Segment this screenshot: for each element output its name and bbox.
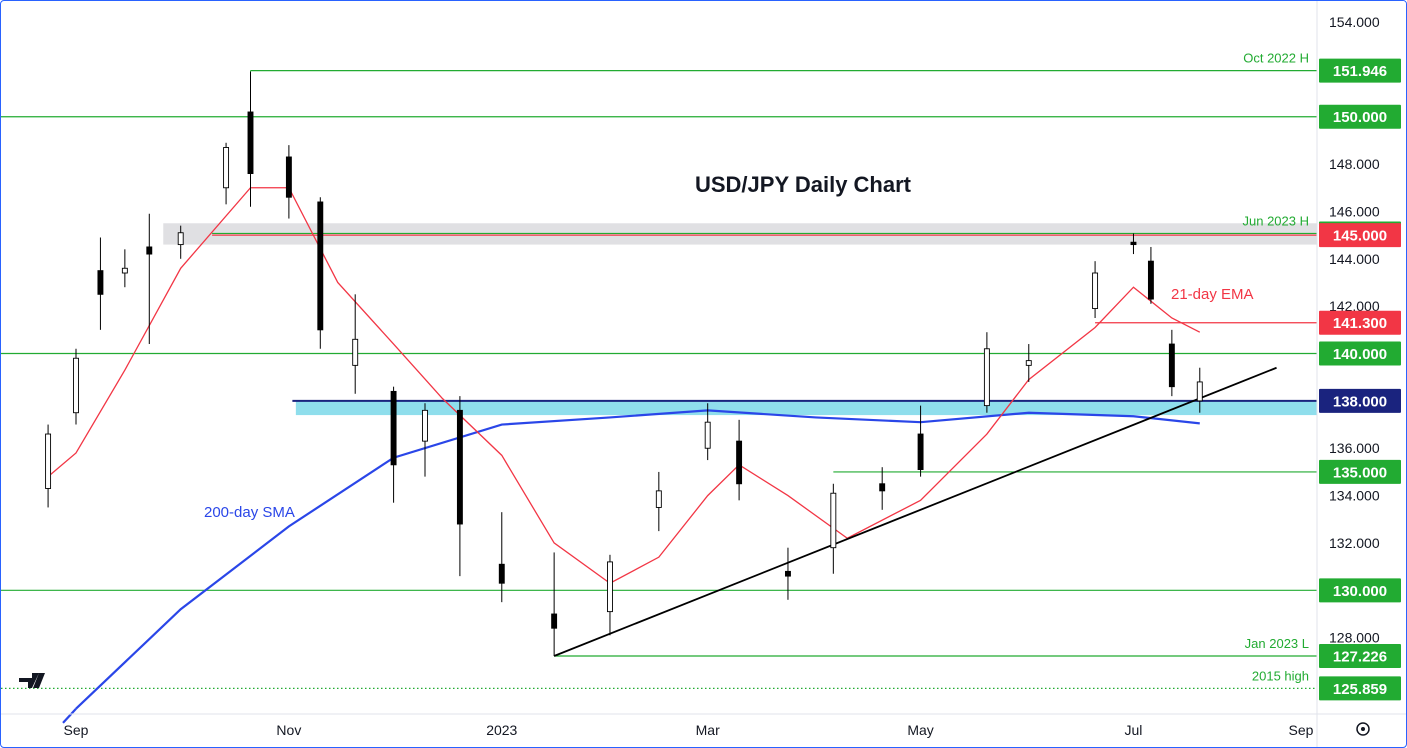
level-price-label: 150.000 [1333,109,1387,126]
candle-body [285,156,292,198]
y-tick-label: 128.000 [1329,630,1380,646]
candle-body [146,246,153,255]
level-annotation: 2015 high [1252,668,1309,683]
level-price-tag [1319,341,1401,366]
level-price-tag [1319,223,1401,248]
level-annotation: Oct 2022 H [1243,51,1309,66]
level-price-label: 141.300 [1333,315,1387,332]
level-price-label: 140.000 [1333,346,1387,363]
y-tick-label: 154.000 [1329,14,1380,30]
candle-body [177,232,184,246]
level-price-tag [1319,104,1401,129]
candle-body [223,147,230,189]
candle-body [983,348,990,407]
candle-body [317,201,324,331]
level-price-label: 135.000 [1333,464,1387,481]
level-price-tag [1319,676,1401,701]
candle-body [1147,260,1154,300]
level-price-label: 130.000 [1333,583,1387,600]
candle-body [785,570,791,577]
y-tick-label: 148.000 [1329,156,1380,172]
sma-200-tail [62,707,77,724]
candle-body [607,561,613,613]
y-tick-label: 146.000 [1329,203,1380,219]
support-trendline [553,366,1277,657]
candle-body [1196,381,1203,402]
candle-body [879,483,886,492]
level-price-label: 151.946 [1333,63,1387,80]
level-price-tag [1319,459,1401,484]
x-tick-label: Mar [696,722,720,738]
y-tick-label: 142.000 [1329,298,1380,314]
level-annotation: Jun 2023 H [1243,213,1310,228]
y-tick-label: 132.000 [1329,535,1380,551]
x-tick-label: Jul [1125,722,1143,738]
candle-body [1168,343,1175,388]
level-price-tag [1319,578,1401,603]
candle-body [704,421,711,449]
level-price-label: 145.000 [1333,228,1387,245]
zone-1 [295,400,1317,416]
level-price-label: 125.859 [1333,681,1387,698]
candle-body [121,267,128,274]
chart-title: USD/JPY Daily Chart [695,172,912,197]
x-tick-label: 2023 [486,722,517,738]
level-price-label: 138.000 [1333,393,1387,410]
candle-body [456,409,463,525]
candle-body [45,433,52,489]
x-tick-label: Sep [1289,722,1314,738]
tradingview-logo [19,673,45,688]
candle-body [73,357,79,414]
x-tick-label: Nov [276,722,301,738]
level-price-tag [1319,388,1401,413]
candle-body [422,409,428,442]
candle-body [830,492,837,549]
level-price-tag [1319,58,1401,83]
level-price-tag [1319,644,1401,669]
candle-body [97,270,104,295]
sma-label: 200-day SMA [204,504,295,521]
candle-body [1025,360,1032,366]
settings-gear-center [1361,727,1365,731]
candle-body [655,490,662,508]
candle-body [1130,241,1137,246]
level-annotation: Jan 2023 L [1245,636,1309,651]
y-tick-label: 134.000 [1329,488,1380,504]
ema-label: 21-day EMA [1171,286,1254,303]
y-tick-label: 136.000 [1329,440,1380,456]
candle-body [390,390,397,466]
x-tick-label: May [907,722,933,738]
level-price-tag [1319,310,1401,335]
candle-body [1092,272,1099,309]
settings-gear-icon[interactable] [1356,722,1370,736]
candle-body [352,338,359,366]
candle-body [498,563,505,584]
ema-21-line [47,187,1201,584]
x-tick-label: Sep [64,722,89,738]
candle-body [917,433,924,471]
candle-body [247,111,254,175]
candle-body [736,440,743,485]
y-tick-label: 144.000 [1329,251,1380,267]
sma-200-line [75,409,1200,710]
level-price-label: 127.226 [1333,649,1387,666]
candle-body [551,613,558,629]
